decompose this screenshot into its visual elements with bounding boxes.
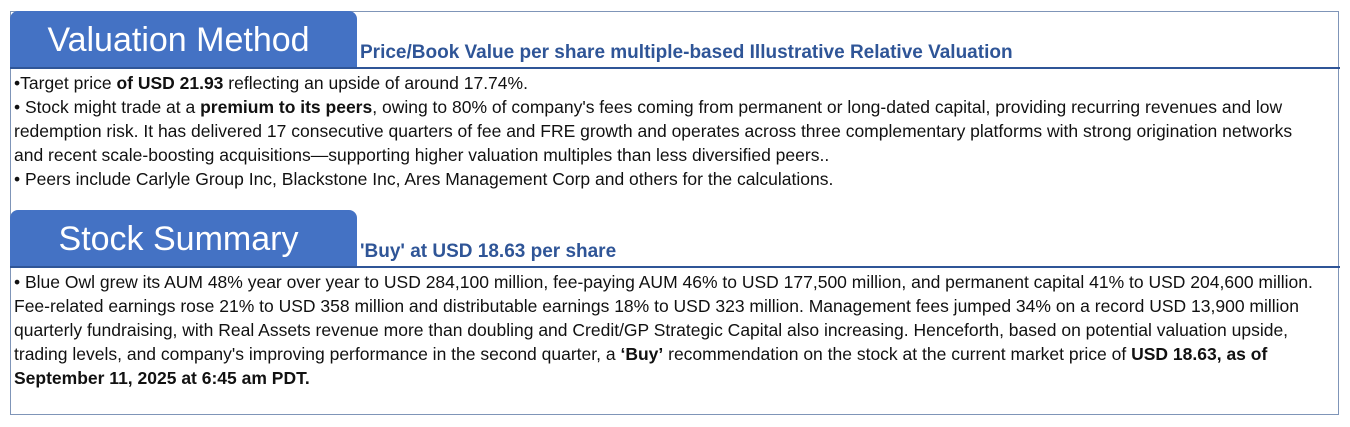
summary-text: recommendation on the stock at the curre… [663,344,1132,364]
stock-summary-paragraph: • Blue Owl grew its AUM 48% year over ye… [14,270,1326,390]
bullet-marker: • [14,73,21,93]
valuation-method-divider [10,67,1340,69]
bullet-text-bold: premium to its peers [200,97,373,117]
stock-summary-header: Stock Summary 'Buy' at USD 18.63 per sha… [10,210,1340,268]
bullet-text: reflecting an upside of around 17.74%. [223,73,528,93]
bullet-text: Peers include Carlyle Group Inc, Blackst… [25,169,834,189]
stock-summary-tab: Stock Summary [10,210,357,268]
current-market-price: USD 18.63, as of September 11, 2025 at 6… [14,344,1268,388]
bullet-text-bold: of USD 21.93 [116,73,224,93]
bullet-text: Stock might trade at a [25,97,201,117]
valuation-method-tab: Valuation Method [10,11,357,69]
bullet-marker: • [14,97,25,117]
stock-summary-subtitle: 'Buy' at USD 18.63 per share [360,241,617,262]
stock-summary-divider [10,266,1340,268]
bullet-marker: • [14,272,25,292]
buy-recommendation: ‘Buy’ [620,344,664,364]
bullet-peers-list: • Peers include Carlyle Group Inc, Black… [14,167,1326,191]
valuation-method-body: •Target price of USD 21.93 reflecting an… [14,71,1326,191]
bullet-premium-to-peers: • Stock might trade at a premium to its … [14,95,1326,167]
stock-summary-body: • Blue Owl grew its AUM 48% year over ye… [14,270,1326,390]
bullet-marker: • [14,169,25,189]
valuation-method-header: Valuation Method Price/Book Value per sh… [10,11,1340,69]
bullet-text: , owing to 80% of company's fees coming … [14,97,1293,165]
bullet-text: Target price [20,73,117,93]
summary-text: Blue Owl grew its AUM 48% year over year… [14,272,1313,364]
valuation-method-subtitle: Price/Book Value per share multiple-base… [360,42,1013,63]
bullet-target-price: •Target price of USD 21.93 reflecting an… [14,71,1326,95]
